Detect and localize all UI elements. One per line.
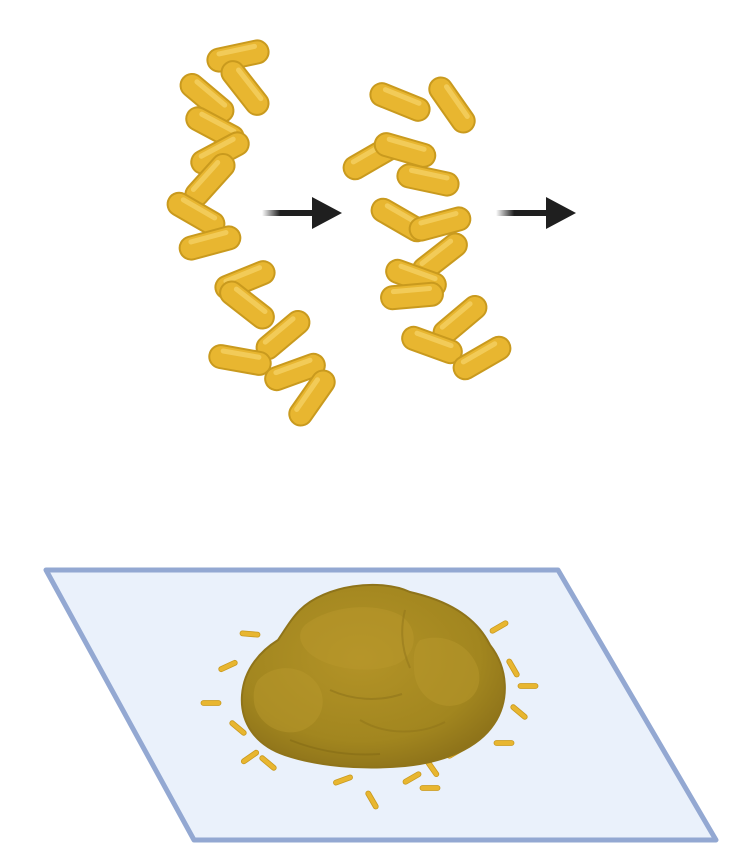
dispersed-cell-icon — [239, 630, 261, 638]
rod-bacterium-icon — [428, 76, 476, 134]
biofilm-lobe — [300, 607, 414, 670]
biofilm-fold — [401, 609, 411, 669]
biofilm-icon — [240, 583, 506, 769]
arrow-2 — [496, 197, 576, 229]
dispersed-cell-icon — [333, 774, 353, 786]
rod-bacterium-icon — [264, 352, 326, 392]
rod-bacterium-icon — [206, 39, 270, 73]
rod-bacterium-icon — [219, 280, 275, 330]
rod-bacterium-icon — [369, 82, 431, 122]
dispersed-cell-icon — [506, 658, 520, 678]
rod-bacterium-icon — [255, 309, 311, 361]
dispersed-cell-icon — [489, 620, 509, 634]
rod-bacterium-icon — [179, 72, 235, 124]
arrow-2-shaft — [496, 210, 548, 216]
rod-bacterium-icon — [408, 206, 472, 242]
rod-bacterium-icon — [380, 281, 444, 311]
bacterial-chain-stage-1 — [166, 39, 336, 427]
dispersed-cell-icon — [419, 785, 441, 791]
rod-bacterium-icon — [452, 335, 512, 381]
dispersed-cell-icon — [493, 740, 515, 746]
rod-bacterium-icon — [184, 153, 236, 207]
dispersed-cell-icon — [510, 704, 528, 720]
biofilm-fold — [329, 689, 403, 700]
rod-bacterium-icon — [220, 60, 270, 116]
dispersed-cell-icon — [259, 755, 277, 771]
biofilm-lobe — [413, 637, 480, 706]
rod-bacterium-icon — [396, 163, 460, 197]
dispersed-cell-icon — [365, 790, 379, 810]
right-arrow-icon — [312, 197, 342, 229]
biofilm-fold — [289, 739, 381, 756]
biofilm-on-surface — [43, 567, 719, 843]
dispersed-cell-icon — [240, 749, 260, 765]
dispersed-cell-icon — [200, 700, 222, 706]
dispersed-cell-icon — [517, 683, 539, 689]
rod-bacterium-icon — [178, 225, 242, 261]
dispersed-cells — [200, 620, 539, 810]
biofilm-fold — [359, 719, 446, 733]
dispersed-cell-icon — [402, 771, 422, 785]
rod-bacterium-icon — [401, 325, 463, 365]
biofilm-lobe — [253, 668, 323, 733]
arrow-1-shaft — [262, 210, 314, 216]
arrow-1 — [262, 197, 342, 229]
right-arrow-icon — [546, 197, 576, 229]
rod-bacterium-icon — [288, 369, 336, 427]
rod-bacterium-icon — [373, 132, 437, 168]
bacterial-chain-stage-2 — [342, 76, 512, 381]
rod-bacterium-icon — [208, 344, 272, 376]
rod-bacterium-icon — [166, 191, 226, 237]
dispersed-cell-icon — [218, 659, 238, 673]
dispersed-cell-icon — [229, 720, 247, 736]
